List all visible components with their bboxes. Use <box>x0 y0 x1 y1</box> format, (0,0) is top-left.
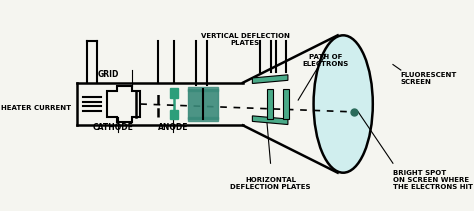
Text: VERTICAL DEFLECTION
PLATES: VERTICAL DEFLECTION PLATES <box>201 33 290 46</box>
Text: ANODE: ANODE <box>158 123 189 132</box>
Bar <box>188 89 218 119</box>
Ellipse shape <box>314 35 373 173</box>
Polygon shape <box>252 75 288 84</box>
Text: HORIZONTAL
DEFLECTION PLATES: HORIZONTAL DEFLECTION PLATES <box>230 177 311 191</box>
Polygon shape <box>252 116 288 124</box>
Text: CATHODE: CATHODE <box>92 123 133 132</box>
Polygon shape <box>267 89 273 119</box>
Bar <box>170 88 178 98</box>
Bar <box>188 118 218 121</box>
Text: PATH OF
ELECTRONS: PATH OF ELECTRONS <box>303 54 349 67</box>
Polygon shape <box>283 89 289 119</box>
Bar <box>188 87 218 91</box>
Bar <box>170 110 178 119</box>
Text: BRIGHT SPOT
ON SCREEN WHERE
THE ELECTRONS HIT: BRIGHT SPOT ON SCREEN WHERE THE ELECTRON… <box>393 170 473 189</box>
Text: HEATER CURRENT: HEATER CURRENT <box>0 105 71 111</box>
Text: GRID: GRID <box>98 70 119 79</box>
Text: FLUORESCENT
SCREEN: FLUORESCENT SCREEN <box>401 72 457 85</box>
